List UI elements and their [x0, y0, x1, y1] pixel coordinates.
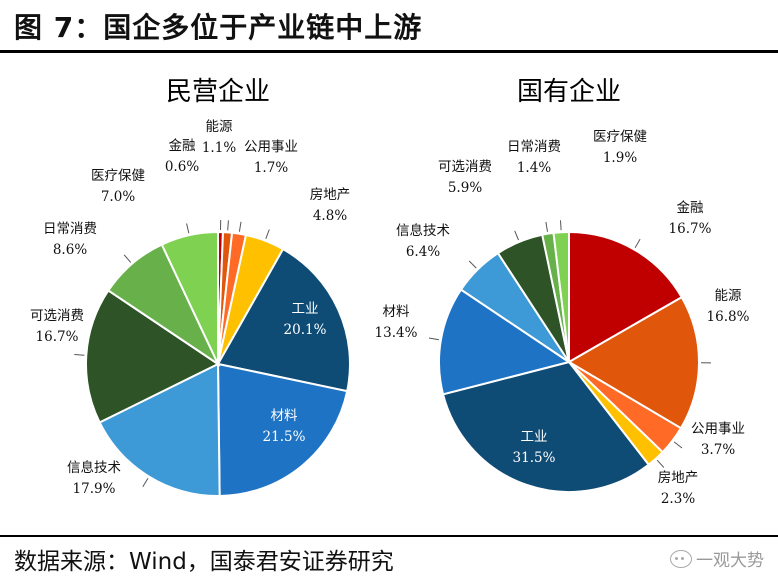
- slice-value-label: 16.7%: [36, 329, 79, 345]
- pie-slice: [552, 230, 570, 363]
- leader-line: [123, 254, 132, 263]
- slice-label: 能源: [206, 119, 233, 135]
- slice-label: 信息技术: [396, 222, 450, 239]
- pie-slice: [438, 288, 572, 396]
- slice-label: 材料: [383, 304, 410, 320]
- slice-label: 工业: [521, 429, 548, 445]
- leader-line: [673, 441, 683, 449]
- slice-value-label: 0.6%: [165, 159, 199, 175]
- slice-label: 可选消费: [438, 159, 492, 175]
- pie-slice: [567, 295, 700, 430]
- leader-line: [142, 478, 149, 488]
- leader-line: [545, 221, 548, 232]
- slice-label: 工业: [292, 301, 319, 317]
- pie-slice: [441, 360, 651, 493]
- wechat-icon: [670, 549, 692, 568]
- slice-label: 房地产: [310, 187, 351, 203]
- leader-line: [186, 223, 190, 234]
- leader-line: [428, 337, 439, 341]
- slice-label: 金融: [169, 138, 196, 154]
- slice-label: 材料: [271, 408, 298, 424]
- chart-title: 民营企业: [166, 77, 270, 107]
- slice-value-label: 6.4%: [406, 244, 440, 260]
- slice-value-label: 2.3%: [661, 491, 695, 507]
- slice-label: 医疗保健: [593, 129, 647, 145]
- slice-label: 能源: [715, 288, 743, 304]
- slice-value-label: 5.9%: [448, 180, 482, 196]
- slice-value-label: 21.5%: [263, 429, 306, 445]
- slice-value-label: 16.7%: [669, 221, 712, 237]
- slice-value-label: 16.8%: [707, 309, 750, 325]
- pie-slice: [216, 247, 351, 393]
- pie-slice: [160, 230, 219, 365]
- slice-label: 信息技术: [67, 459, 121, 476]
- slice-value-label: 3.7%: [701, 442, 735, 458]
- slice-label: 公用事业: [244, 139, 298, 155]
- leader-line: [74, 354, 85, 356]
- chart-title: 国有企业: [517, 77, 621, 107]
- leader-line: [227, 220, 229, 231]
- leader-line: [468, 260, 477, 269]
- slice-label: 公用事业: [691, 421, 745, 437]
- slice-value-label: 1.4%: [517, 160, 551, 176]
- slice-value-label: 31.5%: [513, 450, 556, 466]
- slice-value-label: 1.7%: [254, 160, 288, 176]
- leader-line: [560, 220, 562, 231]
- leader-line: [656, 459, 665, 468]
- slice-value-label: 4.8%: [313, 208, 347, 224]
- slice-value-label: 7.0%: [101, 189, 135, 205]
- watermark-text: 一观大势: [696, 551, 764, 571]
- slice-label: 日常消费: [507, 139, 561, 155]
- slice-value-label: 17.9%: [73, 481, 116, 497]
- source-note: 数据来源：Wind，国泰君安证券研究: [14, 549, 394, 575]
- pie-slice: [568, 230, 684, 364]
- slice-label: 金融: [677, 200, 705, 216]
- watermark: 一观大势: [670, 546, 764, 571]
- pie-slice: [216, 362, 349, 498]
- slice-value-label: 8.6%: [53, 242, 87, 258]
- slice-value-label: 13.4%: [375, 325, 418, 341]
- leader-line: [265, 229, 270, 239]
- slice-value-label: 1.9%: [603, 150, 637, 166]
- pie-slice: [85, 289, 220, 424]
- slice-value-label: 20.1%: [284, 322, 327, 338]
- slice-label: 可选消费: [30, 308, 84, 324]
- slice-label: 医疗保健: [91, 168, 145, 184]
- leader-line: [238, 221, 242, 232]
- figure-title: 图 7：国企多位于产业链中上游: [14, 11, 423, 44]
- leader-line: [514, 230, 519, 241]
- leader-line: [634, 238, 641, 249]
- top-rule: [0, 50, 778, 53]
- pie-slice: [98, 362, 221, 497]
- slice-label: 房地产: [658, 470, 699, 486]
- slice-label: 日常消费: [43, 221, 97, 237]
- slice-value-label: 1.1%: [202, 140, 236, 156]
- bottom-rule: [0, 535, 778, 537]
